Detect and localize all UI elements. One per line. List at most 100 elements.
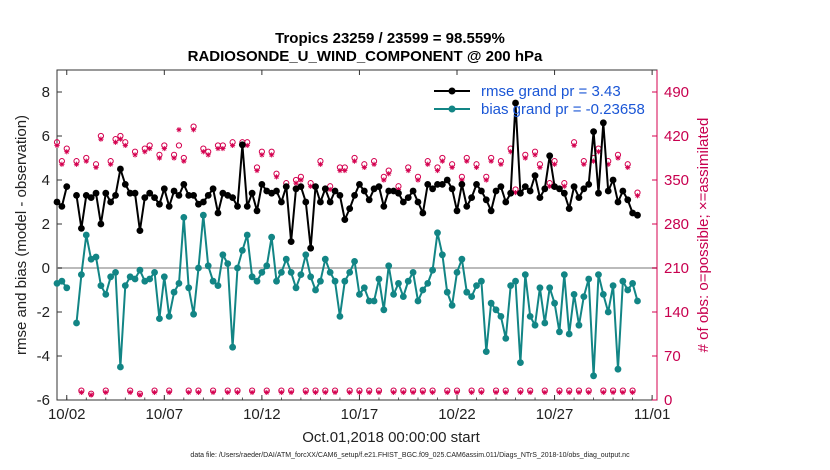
obs-assimilated-point <box>176 127 182 133</box>
rmse-point <box>141 194 149 202</box>
obs-assimilated-point <box>361 164 367 171</box>
bias-point <box>556 328 563 336</box>
bias-point <box>185 284 193 292</box>
bias-point <box>375 275 383 283</box>
y2-axis-label: # of obs: o=possible; ×=assimilated <box>695 118 712 353</box>
rmse-point <box>190 192 197 199</box>
bias-point <box>434 229 441 237</box>
bias-point <box>312 286 319 294</box>
bias-point <box>248 273 256 281</box>
obs-assimilated-point <box>108 161 114 167</box>
bias-point <box>580 293 588 300</box>
legend: rmse grand pr = 3.43 bias grand pr = -0.… <box>434 83 645 118</box>
rmse-point <box>253 207 261 215</box>
bias-point <box>521 271 529 278</box>
obs-assimilated-point <box>586 389 592 396</box>
rmse-point <box>365 196 373 204</box>
rmse-point <box>526 187 534 195</box>
rmse-point <box>258 181 266 188</box>
y2-tick-label: 420 <box>664 128 689 145</box>
obs-assimilated-point <box>566 389 572 396</box>
rmse-point <box>131 189 139 197</box>
x-tick-label: 10/17 <box>341 406 379 423</box>
obs-assimilated-point <box>215 145 221 152</box>
bias-point <box>331 277 339 285</box>
obs-assimilated-point <box>625 164 631 171</box>
rmse-point <box>156 200 163 208</box>
rmse-point <box>297 183 305 191</box>
bias-point <box>546 284 554 292</box>
obs-assimilated-point <box>308 183 314 189</box>
rmse-point <box>317 198 324 206</box>
bias-point <box>341 277 349 285</box>
rmse-point <box>102 189 110 197</box>
rmse-point <box>243 203 251 210</box>
rmse-point <box>438 181 446 188</box>
obs-assimilated-point <box>332 389 338 396</box>
rmse-point <box>248 189 256 197</box>
obs-assimilated-point <box>571 142 577 149</box>
bias-point <box>317 277 324 285</box>
obs-assimilated-point <box>317 161 324 167</box>
rmse-point <box>536 194 544 202</box>
bias-point <box>599 291 607 298</box>
rmse-point <box>229 194 237 202</box>
bias-point <box>180 214 188 221</box>
x-tick-label: 10/12 <box>243 406 281 423</box>
bias-point <box>517 359 524 366</box>
bias-point <box>565 330 573 338</box>
rmse-point <box>92 189 100 197</box>
bias-point <box>424 280 432 287</box>
rmse-point <box>282 183 290 191</box>
rmse-point <box>356 181 363 188</box>
rmse-point <box>321 185 329 193</box>
rmse-point <box>307 244 315 252</box>
obs-assimilated-point <box>83 158 89 164</box>
bias-point <box>404 277 412 285</box>
bias-point <box>507 282 515 289</box>
x-tick-label: 10/02 <box>48 406 86 423</box>
bias-point <box>277 269 285 276</box>
rmse-point <box>136 227 144 235</box>
bias-point <box>282 255 290 263</box>
obs-assimilated-point <box>420 389 426 396</box>
obs-assimilated-point <box>171 155 177 161</box>
obs-assimilated-point <box>249 389 255 396</box>
bias-point <box>121 282 129 289</box>
obs-assimilated-point <box>410 389 416 396</box>
rmse-point <box>424 181 432 188</box>
obs-assimilated-point <box>88 392 94 398</box>
rmse-point <box>541 185 549 193</box>
rmse-point <box>565 205 573 213</box>
bias-point <box>604 308 612 316</box>
bias-point <box>453 269 461 276</box>
bias-point <box>160 273 168 281</box>
rmse-point <box>634 211 641 219</box>
obs-assimilated-point <box>522 155 528 161</box>
bias-point <box>634 297 641 305</box>
bias-point <box>204 262 212 270</box>
bias-point <box>346 269 354 276</box>
chart-subtitle: RADIOSONDE_U_WIND_COMPONENT @ 200 hPa <box>188 48 543 65</box>
obs-assimilated-point <box>386 171 392 177</box>
bias-point <box>443 288 451 296</box>
rmse-point <box>53 198 61 206</box>
rmse-point <box>170 187 178 195</box>
obs-assimilated-point <box>103 389 109 396</box>
obs-assimilated-point <box>527 389 533 396</box>
rmse-point <box>375 183 383 191</box>
obs-assimilated-point <box>327 186 333 193</box>
obs-assimilated-point <box>98 136 104 142</box>
obs-assimilated-point <box>512 189 519 196</box>
rmse-point <box>165 203 173 210</box>
rmse-point <box>107 198 115 206</box>
y-tick-label: -4 <box>37 348 50 365</box>
bias-point <box>624 286 632 294</box>
rmse-point <box>112 192 119 199</box>
rmse-point <box>419 209 427 217</box>
obs-assimilated-point <box>264 389 270 396</box>
y-ticks: -6 -4 -2 0 2 4 6 8 <box>37 84 62 409</box>
obs-assimilated-point <box>322 389 328 396</box>
obs-assimilated-point <box>595 149 602 155</box>
rmse-point <box>604 187 612 195</box>
